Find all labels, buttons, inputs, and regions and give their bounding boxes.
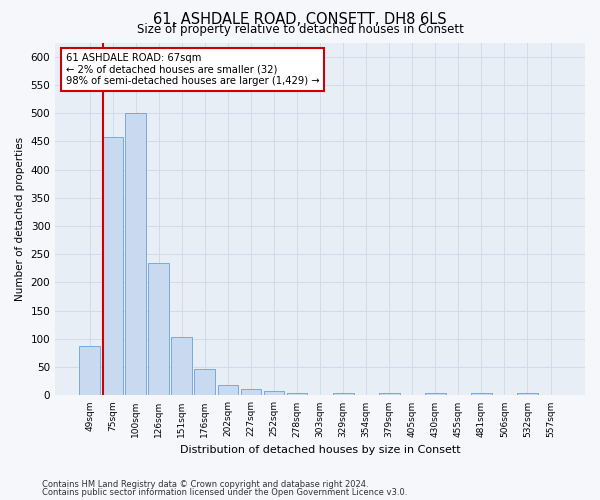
- Bar: [402, 395, 422, 396]
- Bar: [494, 395, 515, 396]
- Bar: [148, 262, 169, 396]
- Text: Size of property relative to detached houses in Consett: Size of property relative to detached ho…: [137, 22, 463, 36]
- Bar: [241, 388, 262, 396]
- Bar: [79, 346, 100, 396]
- Bar: [540, 395, 561, 396]
- Bar: [356, 395, 377, 396]
- Bar: [310, 395, 331, 396]
- Bar: [448, 395, 469, 396]
- Bar: [218, 386, 238, 396]
- X-axis label: Distribution of detached houses by size in Consett: Distribution of detached houses by size …: [180, 445, 460, 455]
- Bar: [517, 392, 538, 396]
- Text: 61 ASHDALE ROAD: 67sqm
← 2% of detached houses are smaller (32)
98% of semi-deta: 61 ASHDALE ROAD: 67sqm ← 2% of detached …: [66, 53, 319, 86]
- Bar: [194, 369, 215, 396]
- Bar: [102, 138, 123, 396]
- Text: 61, ASHDALE ROAD, CONSETT, DH8 6LS: 61, ASHDALE ROAD, CONSETT, DH8 6LS: [153, 12, 447, 28]
- Bar: [287, 392, 307, 396]
- Bar: [333, 392, 353, 396]
- Bar: [172, 338, 192, 396]
- Bar: [471, 392, 492, 396]
- Bar: [379, 392, 400, 396]
- Bar: [263, 391, 284, 396]
- Y-axis label: Number of detached properties: Number of detached properties: [15, 137, 25, 301]
- Text: Contains public sector information licensed under the Open Government Licence v3: Contains public sector information licen…: [42, 488, 407, 497]
- Text: Contains HM Land Registry data © Crown copyright and database right 2024.: Contains HM Land Registry data © Crown c…: [42, 480, 368, 489]
- Bar: [125, 113, 146, 396]
- Bar: [425, 392, 446, 396]
